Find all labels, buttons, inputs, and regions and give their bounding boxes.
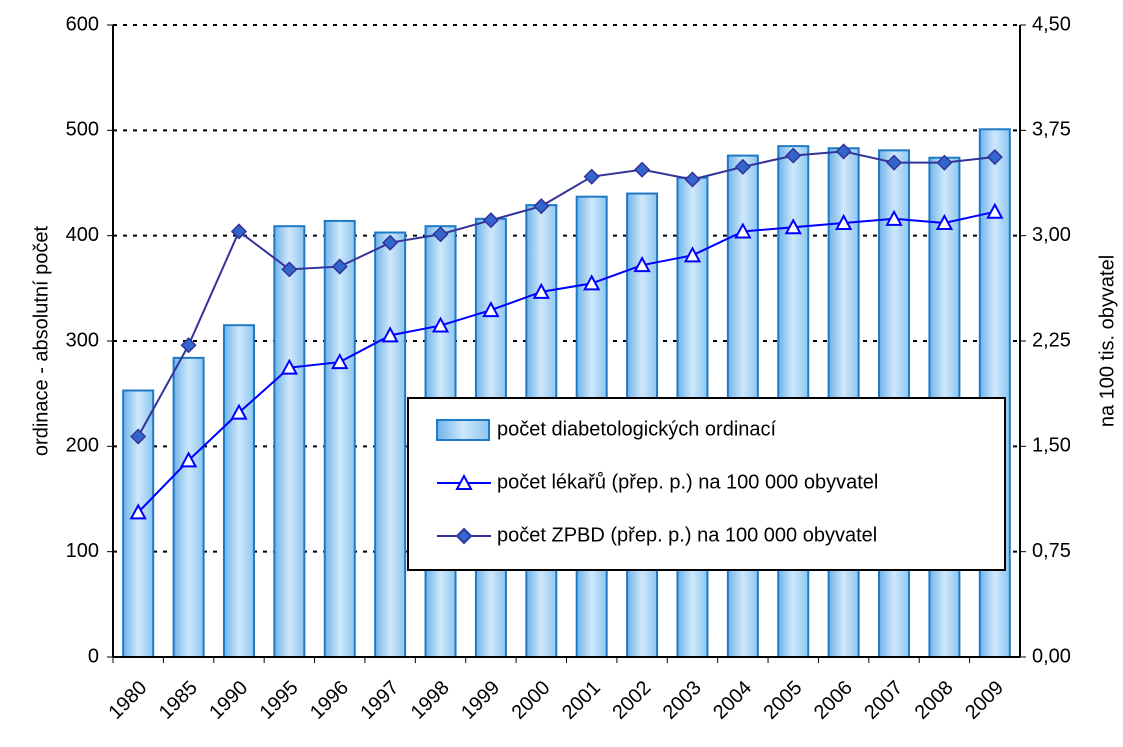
x-tick-label: 1997 xyxy=(356,677,403,724)
y-tick-label: 600 xyxy=(66,13,99,35)
x-tick-label: 1996 xyxy=(306,677,353,724)
marker xyxy=(885,154,903,171)
y2-tick-label: 3,00 xyxy=(1032,224,1071,246)
marker xyxy=(634,161,651,178)
x-tick-label: 1985 xyxy=(155,677,202,724)
line xyxy=(137,150,995,437)
x-tick-label: 1995 xyxy=(256,677,303,724)
marker xyxy=(382,234,399,251)
marker xyxy=(482,212,499,229)
marker xyxy=(230,403,248,420)
marker xyxy=(431,316,450,333)
marker xyxy=(684,171,701,188)
marker xyxy=(179,451,198,468)
y-tick-label: 500 xyxy=(66,119,99,141)
marker xyxy=(936,154,953,171)
marker xyxy=(734,158,751,175)
marker xyxy=(785,147,802,164)
x-tick-label: 2001 xyxy=(558,677,605,724)
marker xyxy=(331,352,349,370)
marker xyxy=(280,358,299,375)
x-tick-label: 2005 xyxy=(759,677,806,724)
x-tick-label: 2000 xyxy=(508,677,555,724)
marker xyxy=(885,209,903,226)
bar xyxy=(273,225,306,658)
marker xyxy=(281,261,298,278)
marker xyxy=(834,213,853,231)
y2-tick-label: 3,75 xyxy=(1032,119,1071,141)
marker xyxy=(986,202,1004,219)
marker xyxy=(835,143,852,160)
x-tick-label: 2009 xyxy=(961,677,1008,724)
y2-tick-label: 0,75 xyxy=(1032,540,1071,562)
y2-tick-label: 4,50 xyxy=(1032,13,1071,35)
x-tick-label: 1990 xyxy=(205,677,252,724)
x-tick-label: 2007 xyxy=(860,677,907,724)
y2-tick-label: 1,50 xyxy=(1032,435,1071,457)
marker xyxy=(533,198,550,215)
x-tick-label: 1998 xyxy=(407,677,454,724)
x-tick-label: 1999 xyxy=(457,677,504,724)
legend-label: počet diabetologických ordinací xyxy=(497,418,777,440)
y-tick-label: 200 xyxy=(66,435,99,457)
marker xyxy=(482,300,500,318)
legend-label: počet ZPBD (přep. p.) na 100 000 obyvate… xyxy=(497,524,877,546)
y-axis-label: ordinace - absolutní počet xyxy=(30,225,52,456)
line xyxy=(137,210,996,514)
marker xyxy=(583,274,601,291)
bar xyxy=(222,324,255,658)
marker xyxy=(986,148,1003,166)
marker xyxy=(381,326,399,343)
y2-axis-label: na 100 tis. obyvatel xyxy=(1096,255,1118,427)
y2-tick-label: 2,25 xyxy=(1032,329,1071,351)
legend-marker xyxy=(455,473,473,490)
marker xyxy=(784,218,802,235)
marker xyxy=(129,503,147,520)
bar xyxy=(374,231,407,659)
marker xyxy=(230,223,248,240)
bar xyxy=(323,219,356,658)
x-tick-label: 2003 xyxy=(659,677,706,724)
y2-tick-label: 0,00 xyxy=(1032,645,1071,667)
marker xyxy=(583,168,600,185)
marker xyxy=(734,222,752,239)
x-tick-label: 1980 xyxy=(104,677,151,724)
legend-swatch xyxy=(436,419,490,441)
y-tick-label: 100 xyxy=(66,540,99,562)
x-tick-label: 2008 xyxy=(911,677,958,724)
legend xyxy=(407,397,1006,571)
legend-marker xyxy=(455,527,473,545)
marker xyxy=(130,428,147,445)
marker xyxy=(180,337,197,354)
x-tick-label: 2004 xyxy=(709,677,756,724)
marker xyxy=(532,282,550,299)
marker xyxy=(432,226,449,243)
bar xyxy=(172,356,205,658)
marker xyxy=(331,258,348,275)
marker xyxy=(633,256,651,273)
x-tick-label: 2002 xyxy=(608,677,655,724)
y-tick-label: 0 xyxy=(88,645,99,667)
y-tick-label: 400 xyxy=(66,224,99,246)
marker xyxy=(935,213,954,231)
y-tick-label: 300 xyxy=(66,329,99,351)
legend-label: počet lékařů (přep. p.) na 100 000 obyva… xyxy=(497,471,878,493)
x-tick-label: 2006 xyxy=(810,677,857,724)
marker xyxy=(683,246,702,263)
